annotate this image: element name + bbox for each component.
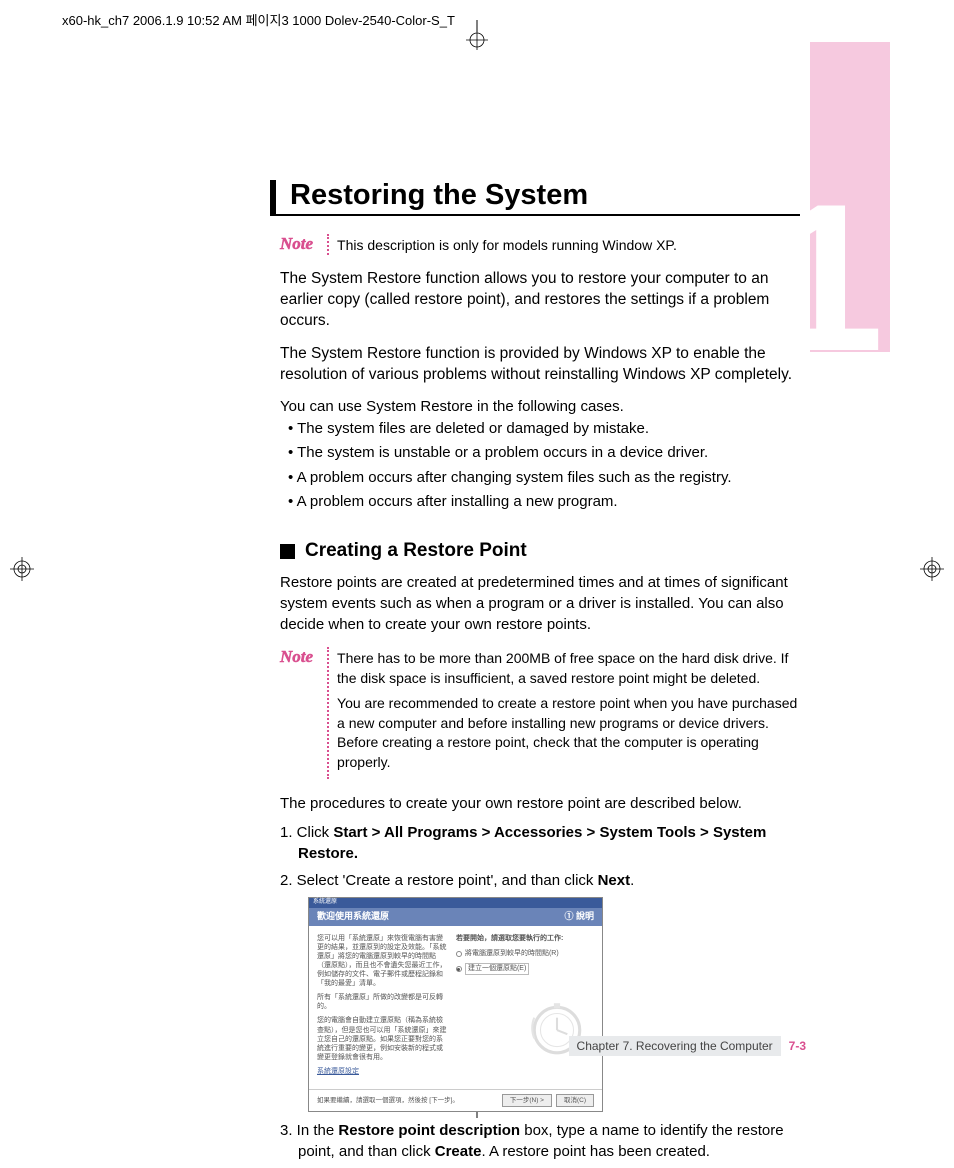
desc-line: 所有「系統還原」所做的改變都是可反轉的。	[317, 993, 450, 1011]
page-number: 7-3	[789, 1039, 806, 1053]
radio-icon	[456, 951, 462, 957]
cancel-button: 取消(C)	[556, 1094, 594, 1107]
footer-hint: 如果要繼續，請選取一個選項，然後按 [下一步]。	[317, 1096, 459, 1105]
radio-create-point: 建立一個還原點(E)	[456, 963, 594, 975]
window-titlebar: 系統還原	[309, 898, 602, 908]
note-block-1: Note This description is only for models…	[280, 234, 800, 256]
chapter-tab: 1	[810, 42, 890, 352]
desc-line: 您的電腦會自動建立還原點（稱為系統檢查點），但是您也可以用「系統還原」來建立您自…	[317, 1016, 450, 1061]
desc-line: 您可以用「系統還原」來恢復電腦有害變更的結果，並還原到的設定及效能。「系統還原」…	[317, 934, 450, 989]
registration-mark-left	[10, 557, 34, 581]
list-item: • A problem occurs after changing system…	[288, 468, 800, 488]
step-1: 1. Click Start > All Programs > Accessor…	[280, 822, 800, 864]
wizard-header: 歡迎使用系統還原 ① 說明	[309, 908, 602, 926]
radio-label: 將電腦還原到較早的時間點(R)	[465, 949, 559, 959]
wizard-options: 若要開始，請選取您要執行的工作: 將電腦還原到較早的時間點(R) 建立一個還原點…	[450, 934, 594, 1081]
window-title: 系統還原	[313, 898, 337, 906]
wizard-description: 您可以用「系統還原」來恢復電腦有害變更的結果，並還原到的設定及效能。「系統還原」…	[317, 934, 450, 1081]
note-label: Note	[280, 647, 313, 667]
page-content: Restoring the System Note This descripti…	[270, 180, 800, 1168]
print-slug: x60-hk_ch7 2006.1.9 10:52 AM 페이지3 1000 D…	[62, 10, 455, 29]
note-line: You are recommended to create a restore …	[337, 694, 800, 772]
paragraph: The System Restore function allows you t…	[280, 269, 800, 332]
list-item: • The system files are deleted or damage…	[288, 419, 800, 439]
bullet-square-icon	[280, 544, 295, 559]
list-item: • The system is unstable or a problem oc…	[288, 443, 800, 463]
step-bold: Create	[435, 1143, 482, 1160]
steps: The procedures to create your own restor…	[280, 793, 800, 1162]
step-text: 2. Select 'Create a restore point', and …	[280, 872, 598, 889]
wizard-title: 歡迎使用系統還原	[317, 910, 389, 923]
step-3: 3. In the Restore point description box,…	[280, 1120, 800, 1162]
note-divider	[327, 234, 329, 256]
step-text: 1. Click	[280, 824, 333, 841]
next-button: 下一步(N) >	[502, 1094, 552, 1107]
wizard-footer: 如果要繼續，請選取一個選項，然後按 [下一步]。 下一步(N) > 取消(C)	[309, 1089, 602, 1111]
note-label: Note	[280, 234, 313, 254]
page-title: Restoring the System	[270, 180, 800, 216]
page-footer: Chapter 7. Recovering the Computer 7-3	[569, 1036, 806, 1056]
radio-label: 建立一個還原點(E)	[465, 963, 529, 975]
cases-intro: You can use System Restore in the follow…	[280, 398, 800, 415]
step-text: . A restore point has been created.	[481, 1143, 710, 1160]
options-title: 若要開始，請選取您要執行的工作:	[456, 934, 594, 944]
radio-restore-earlier: 將電腦還原到較早的時間點(R)	[456, 949, 594, 959]
registration-mark-right	[920, 557, 944, 581]
note-block-2: Note There has to be more than 200MB of …	[280, 647, 800, 779]
note-line: There has to be more than 200MB of free …	[337, 649, 800, 688]
radio-icon	[456, 966, 462, 972]
chapter-label: Chapter 7. Recovering the Computer	[569, 1036, 781, 1056]
system-restore-screenshot: 系統還原 歡迎使用系統還原 ① 說明 您可以用「系統還原」來恢復電腦有害變更的結…	[308, 897, 603, 1112]
list-item: • A problem occurs after installing a ne…	[288, 492, 800, 512]
step-bold: Restore point description	[338, 1122, 520, 1139]
paragraph: Restore points are created at predetermi…	[280, 572, 800, 635]
note-text: There has to be more than 200MB of free …	[337, 647, 800, 779]
help-link: ① 說明	[564, 910, 594, 923]
step-text: 3. In the	[280, 1122, 338, 1139]
crop-mark-top	[457, 20, 497, 50]
note-text: This description is only for models runn…	[337, 234, 677, 256]
step-text: .	[630, 872, 634, 889]
step-2: 2. Select 'Create a restore point', and …	[280, 870, 800, 891]
note-divider	[327, 647, 329, 779]
step-bold: Next	[598, 872, 631, 889]
paragraph: The System Restore function is provided …	[280, 344, 800, 386]
settings-link: 系統還原設定	[317, 1067, 450, 1076]
step-bold: Start > All Programs > Accessories > Sys…	[298, 824, 766, 862]
subheading-text: Creating a Restore Point	[305, 540, 527, 562]
steps-intro: The procedures to create your own restor…	[280, 793, 800, 814]
subheading: Creating a Restore Point	[280, 540, 800, 562]
